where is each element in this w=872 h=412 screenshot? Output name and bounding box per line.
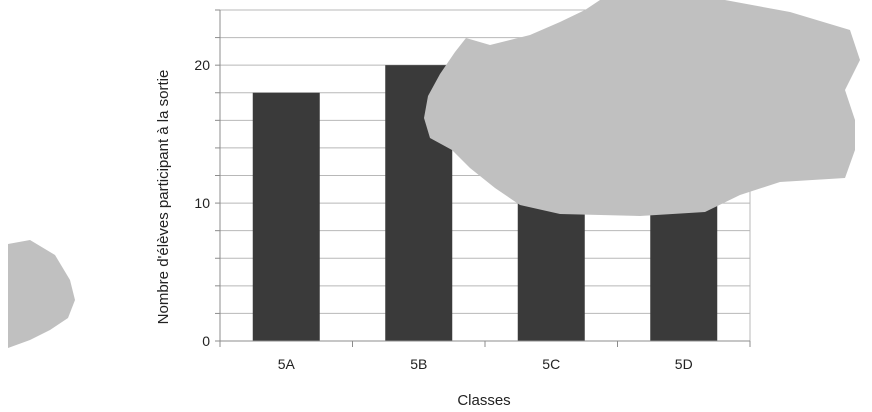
axes — [215, 9, 751, 347]
y-tick-label: 10 — [194, 195, 210, 211]
x-axis-title: Classes — [457, 392, 510, 409]
grey-blot-overlay — [424, 0, 860, 216]
x-tick-label: 5A — [278, 356, 296, 372]
y-tick-label: 20 — [194, 57, 210, 73]
x-tick-label: 5B — [410, 356, 427, 372]
grey-blot-left — [8, 240, 75, 348]
bar-5a — [252, 92, 320, 341]
tick-labels: 5A 5B 5C 5D 0 10 20 — [194, 57, 692, 372]
y-axis-title: Nombre d'élèves participant à la sortie — [155, 70, 172, 325]
x-tick-label: 5D — [675, 356, 693, 372]
y-tick-label: 0 — [202, 333, 210, 349]
x-tick-label: 5C — [542, 356, 560, 372]
bar-5d — [650, 203, 718, 341]
